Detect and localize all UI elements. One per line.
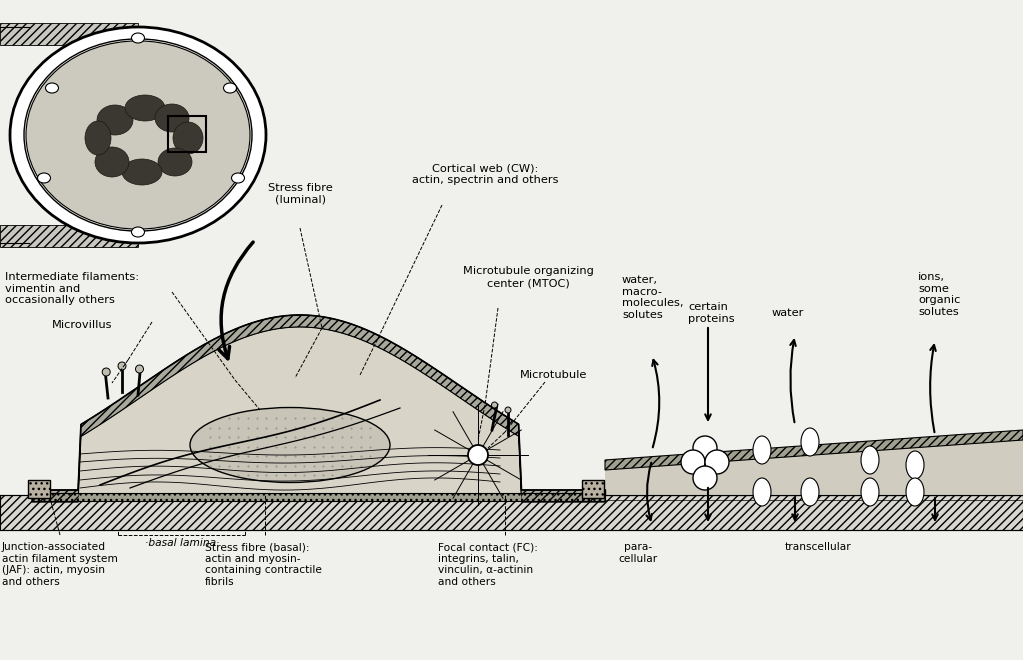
Ellipse shape [753,478,771,506]
Text: Microtubule: Microtubule [520,370,587,380]
Ellipse shape [801,428,819,456]
Polygon shape [32,315,605,502]
Bar [0,495,1023,530]
Ellipse shape [906,478,924,506]
Polygon shape [32,315,605,495]
Circle shape [102,368,110,376]
Text: water: water [772,308,804,318]
Ellipse shape [10,27,266,243]
Text: certain
proteins: certain proteins [688,302,735,323]
Ellipse shape [861,478,879,506]
Ellipse shape [85,121,112,155]
Circle shape [505,407,512,413]
Bar [0,225,138,247]
Text: Intermediate filaments:
vimentin and
occasionally others: Intermediate filaments: vimentin and occ… [5,272,139,305]
Ellipse shape [158,148,192,176]
Ellipse shape [132,33,144,43]
Text: water,
macro-
molecules,
solutes: water, macro- molecules, solutes [622,275,683,320]
Circle shape [681,450,705,474]
Ellipse shape [24,39,252,231]
Bar [168,116,206,152]
Circle shape [693,466,717,490]
Ellipse shape [173,122,203,154]
Bar [582,480,604,498]
Ellipse shape [97,105,133,135]
Polygon shape [605,430,1023,470]
Bar [0,23,138,45]
Ellipse shape [122,159,162,185]
Ellipse shape [190,407,390,482]
Text: ·basal lamina·: ·basal lamina· [144,538,219,548]
Text: Microvillus: Microvillus [52,320,113,330]
Ellipse shape [155,104,189,132]
Text: Focal contact (FC):
integrins, talin,
vinculin, α-actinin
and others: Focal contact (FC): integrins, talin, vi… [438,542,538,587]
Ellipse shape [38,173,50,183]
Circle shape [705,450,729,474]
Circle shape [693,436,717,460]
Text: para-
cellular: para- cellular [618,542,658,564]
Ellipse shape [223,83,236,93]
Circle shape [135,365,143,373]
Text: transcellular: transcellular [785,542,851,552]
Ellipse shape [906,451,924,479]
Ellipse shape [26,41,250,229]
Bar [32,493,605,501]
Circle shape [468,445,488,465]
Ellipse shape [125,95,165,121]
Text: Cortical web (CW):
actin, spectrin and others: Cortical web (CW): actin, spectrin and o… [411,164,559,185]
Ellipse shape [753,436,771,464]
Bar [28,480,50,498]
Text: Microtubule organizing
center (MTOC): Microtubule organizing center (MTOC) [462,267,593,288]
Ellipse shape [801,478,819,506]
Ellipse shape [231,173,244,183]
Text: Junction-associated
actin filament system
(JAF): actin, myosin
and others: Junction-associated actin filament syste… [2,542,118,587]
Ellipse shape [861,446,879,474]
Ellipse shape [132,227,144,237]
Circle shape [491,402,497,408]
Ellipse shape [95,147,129,177]
Text: ions,
some
organic
solutes: ions, some organic solutes [918,272,961,317]
Polygon shape [605,430,1023,495]
Text: Stress fibre
(luminal): Stress fibre (luminal) [268,183,332,205]
Ellipse shape [45,83,58,93]
Text: Stress fibre (basal):
actin and myosin-
containing contractile
fibrils: Stress fibre (basal): actin and myosin- … [205,542,322,587]
Circle shape [118,362,126,370]
